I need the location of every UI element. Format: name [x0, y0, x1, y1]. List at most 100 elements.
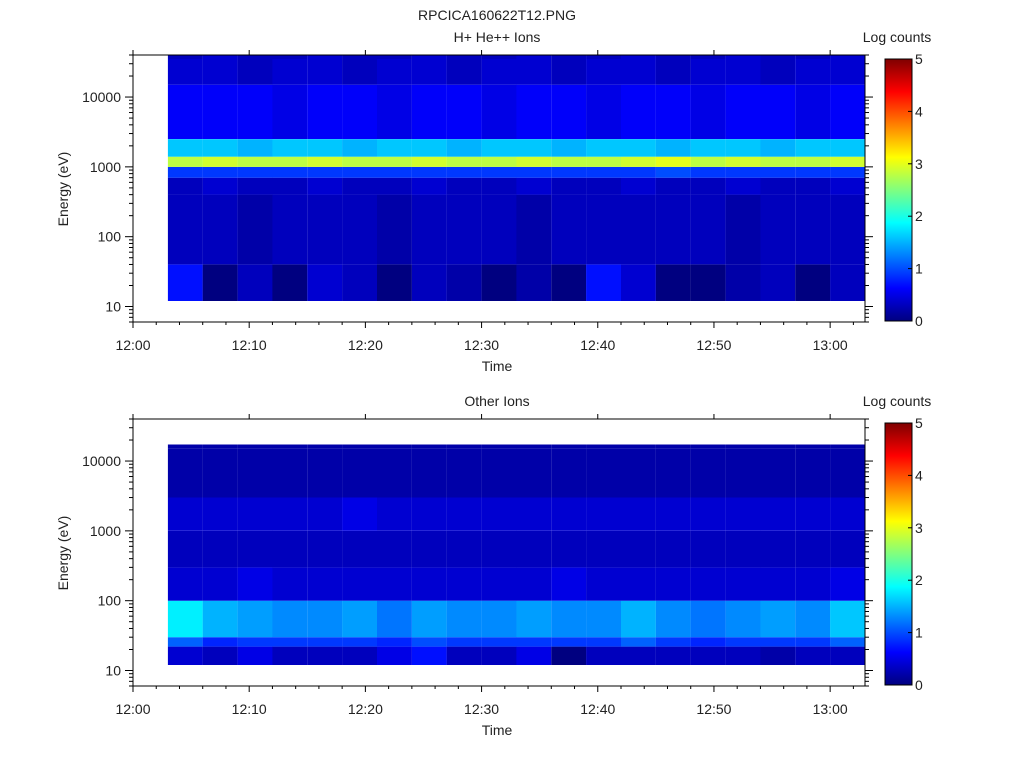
heatmap-cell	[516, 497, 552, 531]
heatmap-cell	[167, 194, 203, 265]
heatmap-cell	[342, 637, 377, 647]
heatmap-cell	[446, 139, 482, 157]
colorbar-tick-label: 3	[915, 156, 923, 172]
heatmap-cell	[830, 84, 865, 139]
heatmap-cell	[307, 194, 343, 265]
heatmap-cell	[725, 444, 761, 449]
heatmap-cell	[795, 139, 831, 157]
panel-2-colorbar-ticks: 0 1 2 3 4 5	[908, 415, 923, 693]
heatmap-cell	[237, 646, 273, 665]
heatmap-cell	[795, 497, 831, 531]
heatmap-cell	[342, 646, 377, 665]
heatmap-cell	[167, 530, 203, 568]
heatmap-cell	[516, 600, 552, 638]
heatmap-cell	[307, 264, 343, 301]
heatmap-cell	[655, 497, 691, 531]
heatmap-cell	[760, 444, 796, 449]
heatmap-cell	[167, 139, 203, 157]
panel-2-colorbar-gradient	[884, 422, 913, 686]
heatmap-cell	[621, 59, 656, 85]
heatmap-cell	[830, 600, 865, 638]
heatmap-cell	[795, 54, 831, 59]
heatmap-cell	[481, 646, 517, 665]
heatmap-cell	[760, 166, 796, 178]
heatmap-cell	[237, 59, 273, 85]
heatmap-cell	[202, 166, 238, 178]
heatmap-cell	[655, 264, 691, 301]
y-tick-label: 1000	[90, 159, 121, 175]
heatmap-cell	[481, 600, 517, 638]
heatmap-cell	[725, 166, 761, 178]
heatmap-cell	[377, 177, 412, 195]
heatmap-cell	[551, 646, 587, 665]
panel-1-plot-frame	[132, 54, 866, 323]
heatmap-cell	[307, 84, 343, 139]
heatmap-cell	[411, 637, 447, 647]
heatmap-cell	[167, 166, 203, 178]
colorbar-tick-label: 2	[915, 572, 923, 588]
panel-1-x-axis: 12:00 12:10 12:20 12:30 12:40 12:50 13:00	[115, 50, 854, 353]
heatmap-cell	[690, 194, 726, 265]
heatmap-cell	[377, 264, 412, 301]
heatmap-cell	[621, 177, 656, 195]
colorbar-tick-label: 4	[915, 103, 923, 119]
heatmap-cell	[690, 264, 726, 301]
heatmap-cell	[621, 139, 656, 157]
heatmap-cell	[237, 139, 273, 157]
heatmap-cell	[760, 646, 796, 665]
heatmap-cell	[481, 59, 517, 85]
heatmap-cell	[342, 156, 377, 167]
heatmap-cell	[551, 530, 587, 568]
heatmap-cell	[551, 567, 587, 601]
heatmap-cell	[167, 448, 203, 498]
heatmap-cell	[516, 646, 552, 665]
heatmap-cell	[830, 448, 865, 498]
panel-1-x-axis-label: Time	[482, 358, 513, 374]
heatmap-cell	[516, 567, 552, 601]
panel-1-y-axis: 10 100 1000 10000	[82, 54, 873, 323]
heatmap-cell	[586, 59, 621, 85]
heatmap-cell	[377, 530, 412, 568]
heatmap-cell	[272, 84, 308, 139]
heatmap-cell	[725, 156, 761, 167]
heatmap-cell	[167, 54, 203, 59]
heatmap-cell	[760, 497, 796, 531]
heatmap-cell	[690, 497, 726, 531]
heatmap-cell	[446, 600, 482, 638]
heatmap-cell	[760, 194, 796, 265]
y-tick-label: 1000	[90, 523, 121, 539]
heatmap-cell	[621, 166, 656, 178]
heatmap-cell	[586, 600, 621, 638]
heatmap-cell	[237, 497, 273, 531]
heatmap-cell	[690, 444, 726, 449]
heatmap-cell	[342, 444, 377, 449]
heatmap-cell	[516, 177, 552, 195]
y-tick-label: 100	[98, 229, 122, 245]
heatmap-cell	[621, 567, 656, 601]
panel-2-title: Other Ions	[464, 393, 529, 409]
y-tick-label: 10000	[82, 453, 121, 469]
x-tick-label: 12:10	[232, 337, 267, 353]
heatmap-cell	[690, 448, 726, 498]
heatmap-cell	[760, 54, 796, 59]
heatmap-cell	[481, 84, 517, 139]
heatmap-cell	[411, 166, 447, 178]
heatmap-cell	[342, 448, 377, 498]
heatmap-cell	[690, 567, 726, 601]
heatmap-cell	[516, 637, 552, 647]
heatmap-cell	[586, 444, 621, 449]
heatmap-cell	[377, 166, 412, 178]
heatmap-cell	[202, 59, 238, 85]
heatmap-cell	[586, 497, 621, 531]
heatmap-cell	[516, 444, 552, 449]
heatmap-cell	[655, 139, 691, 157]
heatmap-cell	[202, 448, 238, 498]
heatmap-cell	[202, 567, 238, 601]
colorbar-tick-label: 3	[915, 520, 923, 536]
heatmap-cell	[411, 84, 447, 139]
heatmap-cell	[690, 530, 726, 568]
heatmap-cell	[272, 139, 308, 157]
x-tick-label: 12:50	[696, 701, 731, 717]
colorbar-tick-label: 4	[915, 467, 923, 483]
heatmap-cell	[621, 600, 656, 638]
